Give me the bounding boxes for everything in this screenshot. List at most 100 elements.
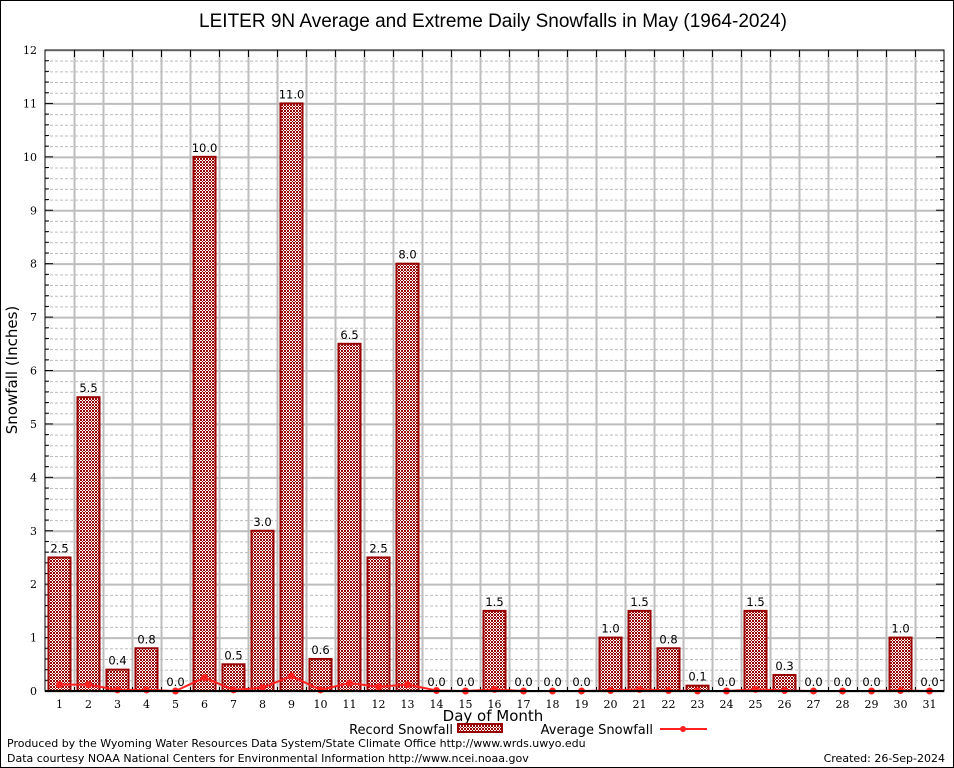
record-bar-day-20 (598, 636, 623, 692)
record-bar-day-6 (192, 155, 217, 693)
y-tick-label: 9 (30, 204, 37, 217)
bar-label-day-10: 0.6 (311, 643, 329, 657)
bar-label-day-31: 0.0 (920, 675, 938, 689)
record-bar-day-21 (627, 609, 652, 692)
x-tick-label: 16 (488, 698, 502, 711)
y-tick-label: 5 (30, 418, 37, 431)
average-point-day-3 (114, 686, 121, 694)
record-bar-day-1 (47, 556, 72, 692)
bar-label-day-8: 3.0 (253, 515, 271, 529)
record-bar-day-9 (279, 102, 304, 692)
bar-label-day-14: 0.0 (427, 675, 445, 689)
average-point-day-11 (346, 679, 353, 687)
record-bar-day-8 (250, 529, 275, 692)
bar-label-day-23: 0.1 (688, 670, 706, 684)
bar-label-day-21: 1.5 (630, 595, 648, 609)
x-tick-label: 2 (85, 698, 92, 711)
x-tick-label: 15 (459, 698, 473, 711)
record-bar-day-16 (482, 609, 507, 692)
y-tick-label: 12 (23, 44, 37, 57)
bar-label-day-7: 0.5 (224, 648, 242, 662)
bar-label-day-20: 1.0 (601, 622, 619, 636)
bar-label-day-27: 0.0 (804, 675, 822, 689)
x-tick-label: 19 (575, 698, 589, 711)
record-bar-day-4 (134, 647, 159, 692)
x-tick-label: 26 (778, 698, 792, 711)
bar-label-day-30: 1.0 (891, 622, 909, 636)
x-tick-label: 3 (114, 698, 121, 711)
average-point-day-1 (56, 681, 63, 689)
x-tick-label: 5 (172, 698, 179, 711)
bar-label-day-26: 0.3 (775, 659, 793, 673)
bar-label-day-13: 8.0 (398, 248, 416, 262)
record-snowfall-bars (47, 102, 913, 693)
footer-produced-by: Produced by the Wyoming Water Resources … (7, 737, 586, 750)
bar-label-day-16: 1.5 (485, 595, 503, 609)
average-point-day-13 (404, 681, 411, 689)
bar-label-day-4: 0.8 (137, 632, 155, 646)
average-point-day-9 (288, 672, 295, 680)
x-tick-label: 21 (633, 698, 647, 711)
x-tick-label: 24 (720, 698, 734, 711)
x-tick-label: 25 (749, 698, 763, 711)
x-tick-label: 22 (662, 698, 676, 711)
record-bar-day-30 (888, 636, 913, 692)
bar-label-day-29: 0.0 (862, 675, 880, 689)
bar-label-day-1: 2.5 (50, 541, 68, 555)
y-tick-label: 6 (30, 365, 37, 378)
bar-label-day-18: 0.0 (543, 675, 561, 689)
x-tick-label: 12 (372, 698, 386, 711)
y-tick-label: 0 (30, 685, 37, 698)
bar-label-day-22: 0.8 (659, 632, 677, 646)
footer-created: Created: 26-Sep-2024 (824, 752, 945, 765)
average-point-day-10 (317, 686, 324, 694)
x-tick-label: 6 (201, 698, 208, 711)
average-point-day-2 (85, 681, 92, 689)
x-tick-label: 11 (343, 698, 357, 711)
x-axis-ticks: 1 2 3 4 5 6 7 8 9 10 11 12 13 14 15 16 17 18 19 20 21 22 23 24 2… (56, 50, 937, 711)
x-tick-label: 18 (546, 698, 560, 711)
x-tick-label: 31 (923, 698, 937, 711)
bar-label-day-12: 2.5 (369, 541, 387, 555)
record-bar-day-11 (337, 342, 362, 692)
x-tick-label: 1 (56, 698, 63, 711)
average-point-day-7 (230, 686, 237, 694)
footer-data-courtesy: Data courtesy NOAA National Centers for … (7, 752, 529, 765)
bar-label-day-2: 5.5 (79, 381, 97, 395)
x-tick-label: 28 (836, 698, 850, 711)
x-tick-label: 14 (430, 698, 444, 711)
legend-record-label: Record Snowfall (349, 723, 453, 738)
x-tick-label: 20 (604, 698, 618, 711)
bar-label-day-17: 0.0 (514, 675, 532, 689)
chart-title: LEITER 9N Average and Extreme Daily Snow… (199, 11, 787, 32)
bar-label-day-6: 10.0 (192, 141, 218, 155)
record-bar-day-2 (76, 396, 101, 692)
y-tick-label: 11 (23, 97, 37, 110)
y-tick-label: 10 (23, 151, 37, 164)
record-bar-day-13 (395, 262, 420, 692)
y-tick-label: 2 (30, 578, 37, 591)
x-tick-label: 23 (691, 698, 705, 711)
bar-label-day-19: 0.0 (572, 675, 590, 689)
x-tick-label: 8 (259, 698, 266, 711)
bar-label-day-25: 1.5 (746, 595, 764, 609)
y-tick-label: 8 (30, 258, 37, 271)
record-bar-day-12 (366, 556, 391, 692)
y-tick-label: 3 (30, 525, 37, 538)
x-tick-label: 30 (894, 698, 908, 711)
legend: Record Snowfall Average Snowfall (349, 723, 707, 738)
bar-label-day-24: 0.0 (717, 675, 735, 689)
x-tick-label: 13 (401, 698, 415, 711)
x-tick-label: 27 (807, 698, 821, 711)
record-bar-day-22 (656, 647, 681, 692)
x-tick-label: 7 (230, 698, 237, 711)
average-point-day-12 (375, 683, 382, 691)
average-point-day-4 (143, 686, 150, 694)
average-point-day-6 (201, 674, 208, 682)
record-bar-day-25 (743, 609, 768, 692)
x-tick-label: 10 (314, 698, 328, 711)
y-tick-label: 7 (30, 311, 37, 324)
bar-label-day-28: 0.0 (833, 675, 851, 689)
legend-average-label: Average Snowfall (541, 723, 653, 738)
